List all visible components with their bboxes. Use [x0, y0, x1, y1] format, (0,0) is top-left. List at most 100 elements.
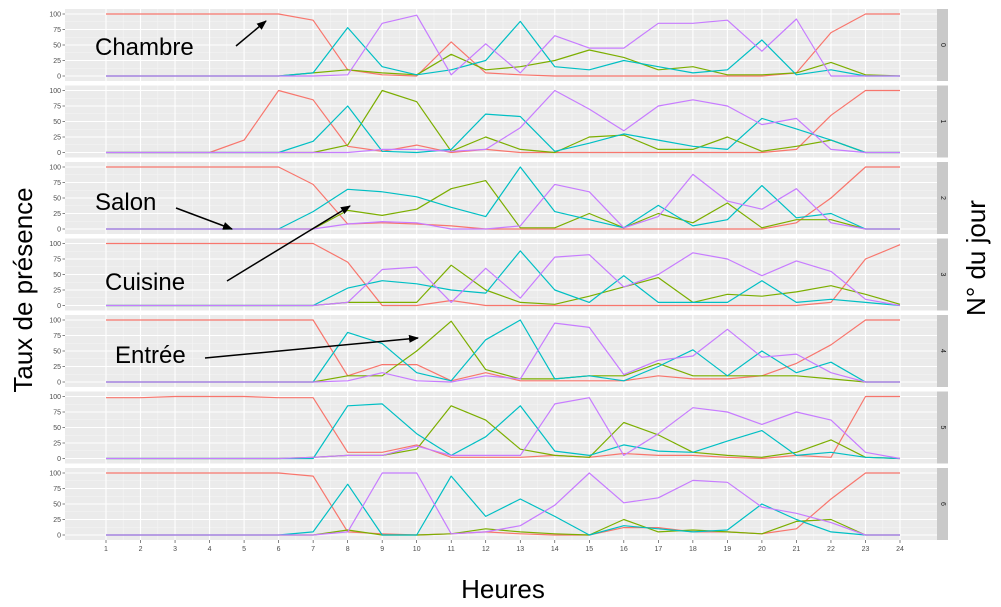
- facet-strip: [937, 162, 948, 234]
- y-tick-label: 25: [53, 58, 61, 65]
- x-tick-label: 12: [482, 546, 490, 553]
- y-tick-label: 0: [57, 74, 61, 81]
- annotation-salon-arrow: [175, 207, 233, 230]
- y-tick-label: 0: [57, 303, 61, 310]
- facet-strip-label: 2: [939, 196, 946, 200]
- x-tick-label: 5: [242, 546, 246, 553]
- x-tick-label: 20: [758, 546, 766, 553]
- panel-day-3: 0 25 50 75 100 3: [49, 238, 948, 311]
- annotation-entree-arrow: [204, 334, 419, 359]
- y-tick-label: 75: [53, 486, 61, 493]
- facet-strip: [937, 468, 948, 540]
- annotation-cuisine: Cuisine: [105, 269, 185, 296]
- facet-strip-label: 4: [939, 349, 946, 353]
- y-tick-label: 100: [49, 241, 61, 248]
- series-line-salon: [106, 472, 900, 536]
- x-tick-label: 8: [346, 546, 350, 553]
- panel-day-0: 0 25 50 75 100 0: [49, 9, 948, 81]
- x-tick-label: 21: [793, 546, 801, 553]
- x-tick-label: 22: [827, 546, 835, 553]
- x-tick-label: 1: [104, 546, 108, 553]
- y-tick-label: 75: [53, 27, 61, 34]
- x-tick-label: 7: [311, 546, 315, 553]
- y-tick-label: 25: [53, 441, 61, 448]
- annotation-chambre-arrow: [235, 20, 267, 47]
- annotations: Chambre Salon Cuisine Entrée: [95, 20, 419, 369]
- y-tick-label: 25: [53, 135, 61, 142]
- series-line-chambre: [106, 242, 901, 307]
- y-tick-label: 75: [53, 104, 61, 111]
- series-line-salon: [106, 322, 900, 383]
- panel-day-5: 0 25 50 75 100 5: [49, 391, 948, 464]
- y-tick-label: 25: [53, 288, 61, 295]
- panel-day-6: 0 25 50 75 100 6: [49, 468, 948, 540]
- annotation-chambre: Chambre: [95, 34, 194, 61]
- facet-strip: [937, 238, 948, 311]
- y-tick-label: 50: [53, 349, 61, 356]
- panels-layer: 0 25 50 75 100 0 0 25 50 75 100 1 0 25 50 75 100 2 0 25 50 75…: [49, 9, 948, 540]
- facet-strip: [937, 315, 948, 387]
- panel-day-1: 0 25 50 75 100 1: [49, 85, 948, 158]
- y-tick-label: 0: [57, 533, 61, 540]
- series-line-chambre: [106, 89, 900, 154]
- facet-strip: [937, 85, 948, 158]
- strip-axis-label: N° du jour: [961, 200, 991, 316]
- facet-strip: [937, 9, 948, 81]
- annotation-entree: Entrée: [115, 342, 186, 369]
- y-tick-label: 75: [53, 180, 61, 187]
- x-tick-label: 10: [413, 546, 421, 553]
- x-tick-label: 16: [620, 546, 628, 553]
- x-tick-label: 23: [862, 546, 870, 553]
- y-tick-label: 0: [57, 227, 61, 234]
- y-tick-label: 50: [53, 43, 61, 50]
- y-tick-label: 50: [53, 502, 61, 509]
- facet-strip-label: 5: [939, 426, 946, 430]
- x-tick-label: 18: [689, 546, 697, 553]
- series-line-salon: [106, 89, 900, 154]
- y-tick-label: 50: [53, 119, 61, 126]
- series-line-chambre: [106, 395, 900, 460]
- facet-strip: [937, 391, 948, 464]
- annotation-cuisine-arrow: [226, 205, 351, 282]
- y-tick-label: 50: [53, 272, 61, 279]
- y-tick-label: 75: [53, 410, 61, 417]
- x-tick-label: 6: [277, 546, 281, 553]
- series-line-salon: [106, 252, 901, 307]
- x-tick-label: 4: [208, 546, 212, 553]
- y-tick-label: 0: [57, 456, 61, 463]
- x-axis-label: Heures: [461, 574, 545, 604]
- x-tick-label: 24: [896, 546, 904, 553]
- panel-day-4: 0 25 50 75 100 4: [49, 315, 948, 387]
- y-tick-label: 100: [49, 471, 61, 478]
- y-tick-label: 100: [49, 12, 61, 19]
- series-line-chambre: [106, 472, 900, 536]
- y-tick-label: 25: [53, 517, 61, 524]
- panel-day-2: 0 25 50 75 100 2: [49, 162, 948, 234]
- series-line-chambre: [106, 13, 900, 77]
- facet-strip-label: 1: [939, 120, 946, 124]
- x-tick-label: 17: [654, 546, 662, 553]
- y-tick-label: 25: [53, 364, 61, 371]
- series-line-salon: [106, 14, 900, 77]
- y-tick-label: 100: [49, 88, 61, 95]
- x-tick-label: 3: [173, 546, 177, 553]
- x-tick-label: 13: [516, 546, 524, 553]
- series-line-salon: [106, 397, 901, 460]
- y-axis-label: Taux de présence: [8, 187, 38, 392]
- y-tick-label: 50: [53, 196, 61, 203]
- x-tick-label: 11: [448, 546, 455, 553]
- x-tick-label: 19: [723, 546, 731, 553]
- y-tick-label: 100: [49, 318, 61, 325]
- facet-strip-label: 3: [939, 273, 946, 277]
- facet-strip-label: 6: [939, 502, 946, 506]
- series-line-chambre: [106, 166, 900, 230]
- y-tick-label: 100: [49, 394, 61, 401]
- y-tick-label: 100: [49, 165, 61, 172]
- x-tick-label: 15: [585, 546, 593, 553]
- x-tick-label: 9: [380, 546, 384, 553]
- annotation-salon: Salon: [95, 189, 156, 216]
- y-tick-label: 75: [53, 333, 61, 340]
- x-axis: 1 2 3 4 5 6 7 8 9 10 11 12 13 14 15 16 17 18 19 20 21 22 23 24: [104, 540, 904, 553]
- x-tick-label: 14: [551, 546, 559, 553]
